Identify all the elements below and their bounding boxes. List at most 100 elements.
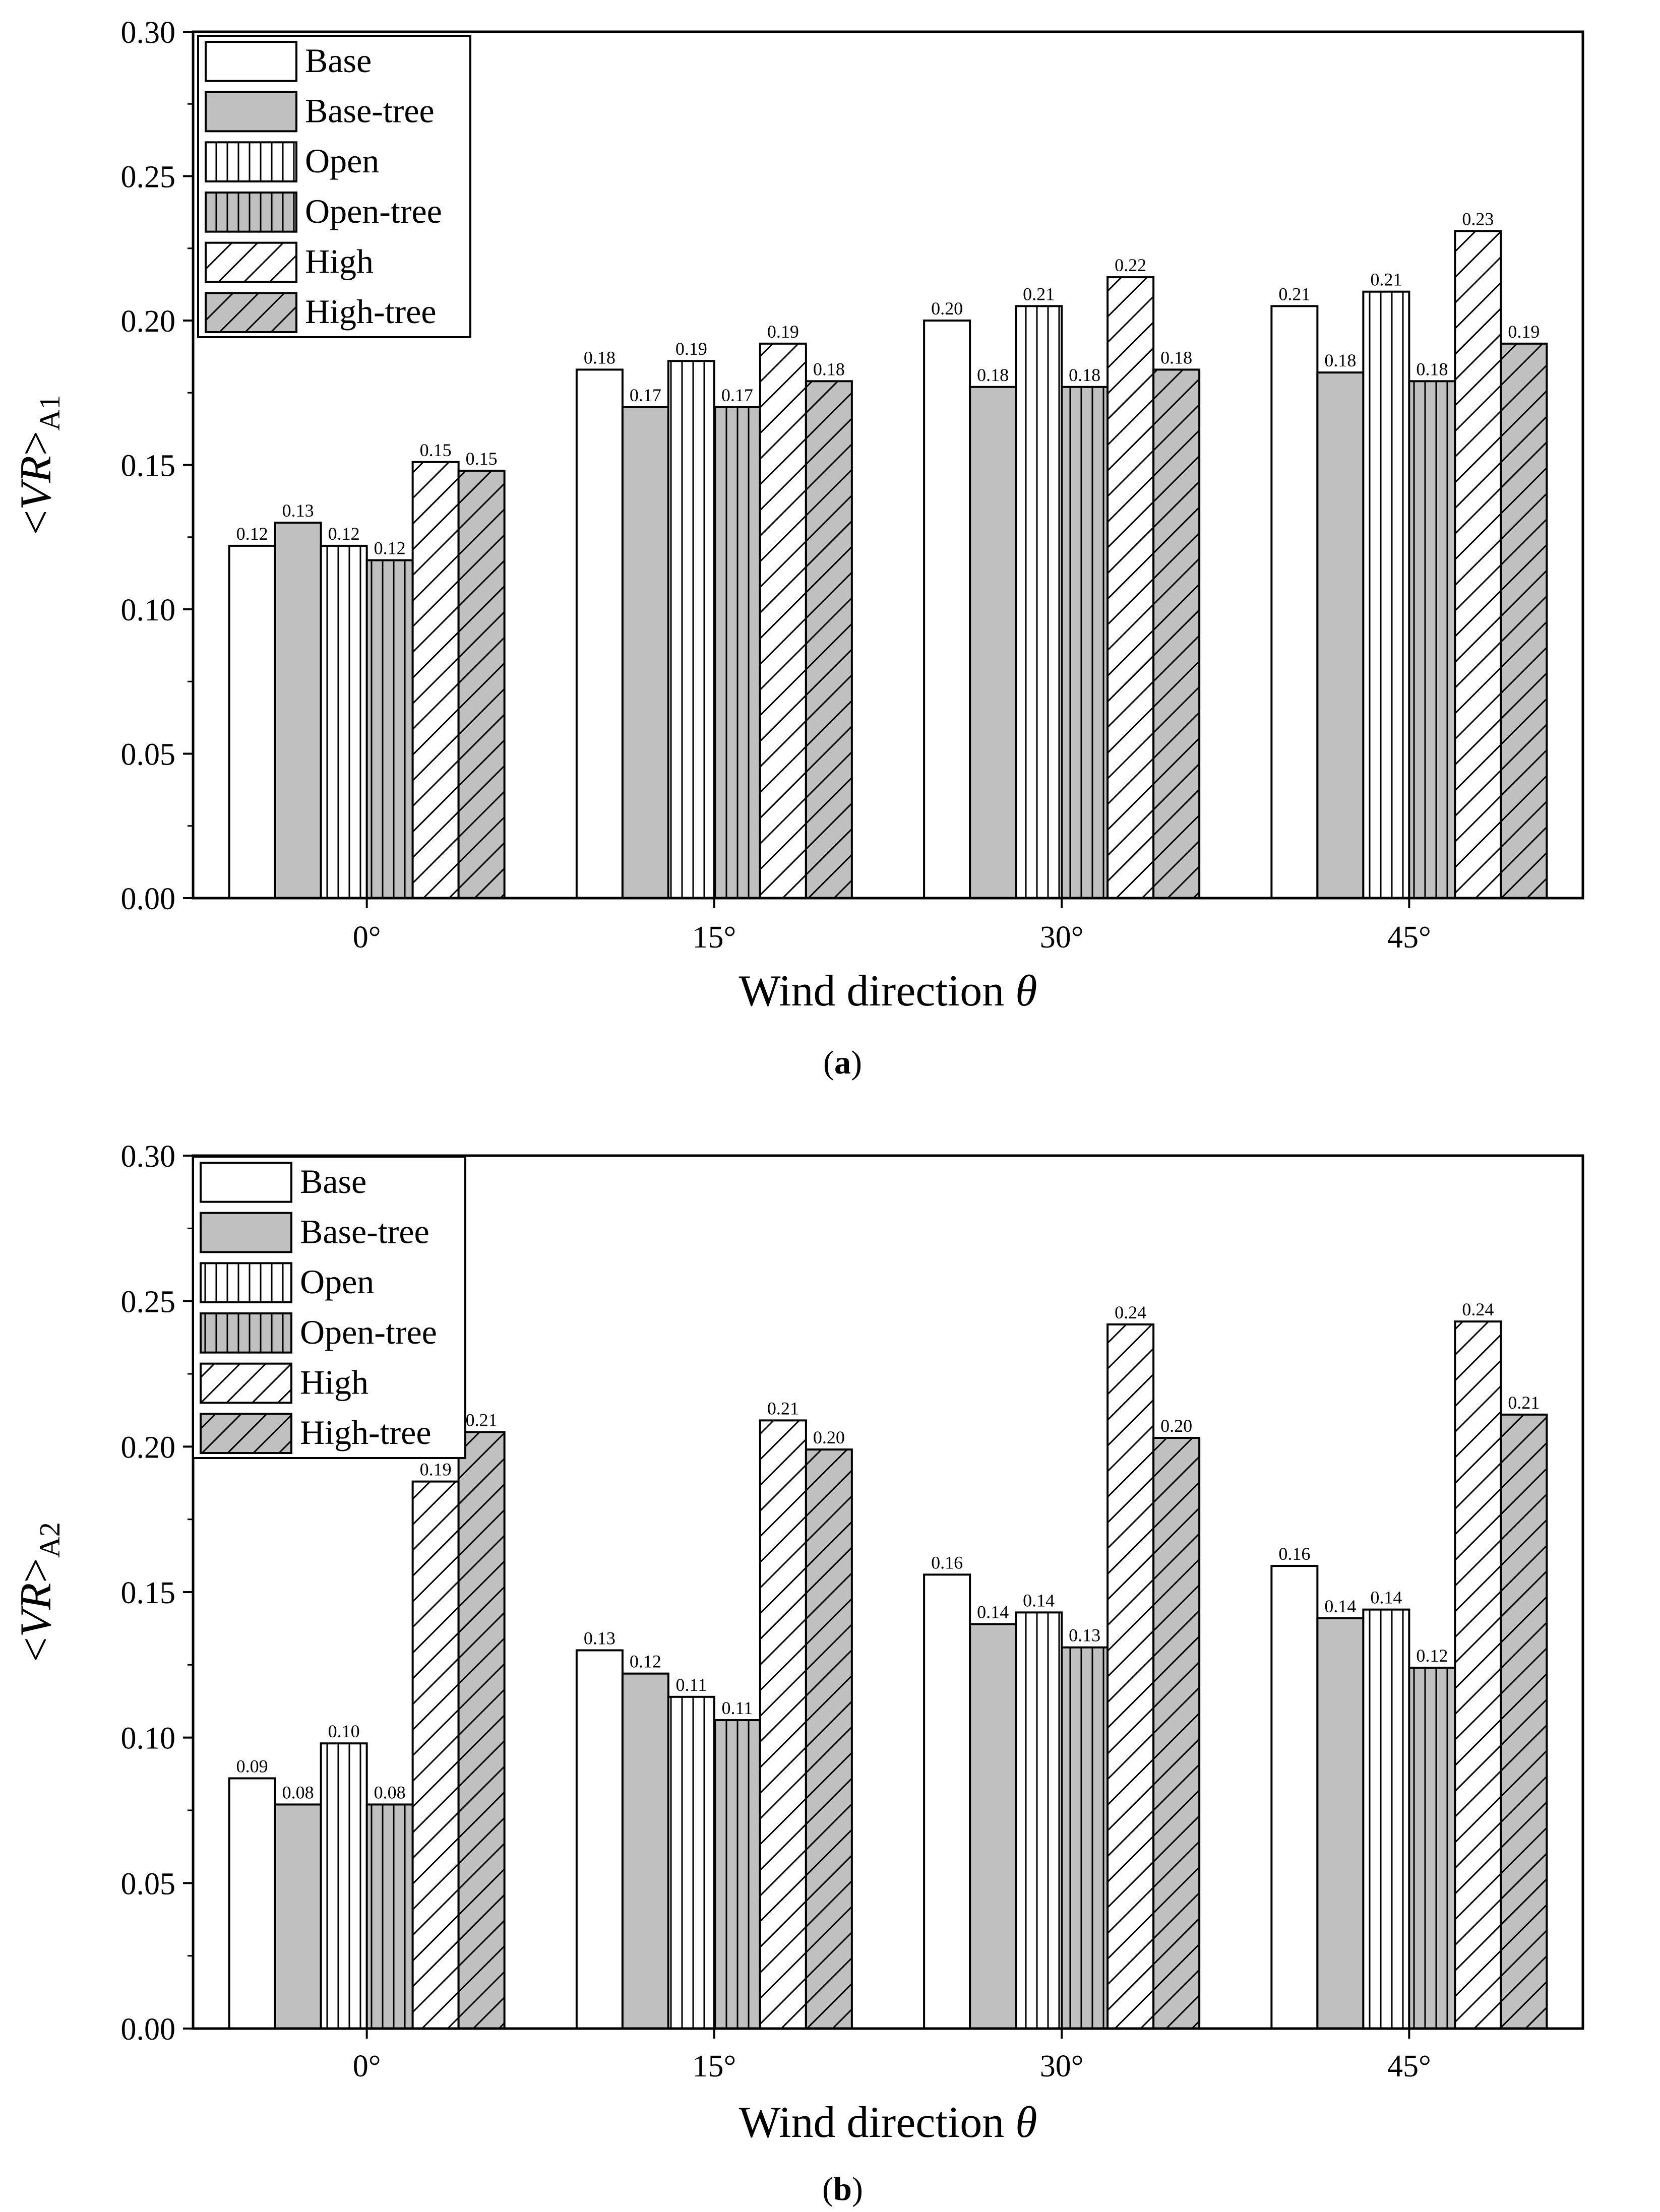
- y-tick-label: 0.05: [121, 1867, 176, 1901]
- x-axis-symbol: θ: [1015, 967, 1037, 1016]
- x-tick-label: 0°: [353, 920, 381, 955]
- legend-swatch: [200, 1362, 292, 1404]
- bar-base-0: [228, 544, 276, 899]
- x-tick-label: 45°: [1387, 920, 1431, 955]
- data-label: 0.21: [767, 1398, 799, 1418]
- legend-label: Open-tree: [305, 192, 442, 230]
- legend-label: Base: [305, 41, 372, 80]
- bar-high-tree-0: [457, 1431, 506, 2030]
- data-label: 0.18: [813, 359, 845, 379]
- bar-high-tree-3: [1500, 342, 1548, 900]
- caption-letter: a: [834, 1044, 851, 1081]
- data-label: 0.12: [328, 524, 360, 544]
- bar-base-tree-3: [1316, 371, 1365, 899]
- bar-open-0: [320, 544, 368, 899]
- bar-open-tree-2: [1061, 1646, 1109, 2030]
- data-label: 0.08: [374, 1782, 406, 1802]
- panel-caption: (b): [822, 2171, 863, 2207]
- bar-open-tree-2: [1061, 386, 1109, 899]
- y-axis-subscript: A2: [33, 1522, 66, 1558]
- legend: Base Base-tree Open Open-tree High High-tree: [197, 35, 471, 338]
- data-label: 0.18: [584, 347, 616, 367]
- data-label: 0.13: [1069, 1625, 1100, 1646]
- data-label: 0.14: [1023, 1590, 1055, 1610]
- bar-base-1: [575, 1649, 624, 2030]
- data-label: 0.20: [1160, 1416, 1192, 1436]
- bar-base-tree-1: [621, 1672, 669, 2030]
- bar-high-tree-2: [1152, 1437, 1201, 2030]
- data-label: 0.19: [1508, 322, 1540, 342]
- bar-open-tree-3: [1408, 1667, 1456, 2030]
- chart-panel-b: 0.09 0.13 0.16 0.16 0.08 0.12 0.14 0.14 0.10 0.11…: [12, 1140, 1584, 2207]
- legend-swatch: [205, 141, 297, 183]
- y-tick-label: 0.25: [121, 1285, 176, 1319]
- data-label: 0.21: [1023, 284, 1055, 304]
- data-label: 0.11: [676, 1675, 707, 1695]
- panel-caption: (a): [823, 1044, 862, 1081]
- data-label: 0.21: [1508, 1393, 1540, 1413]
- data-label: 0.15: [466, 449, 498, 469]
- y-axis-open: <: [12, 510, 60, 535]
- bar-base-3: [1270, 1565, 1319, 2030]
- y-tick-label: 0.00: [121, 882, 176, 916]
- data-label: 0.12: [374, 538, 406, 558]
- bar-high-3: [1454, 230, 1502, 899]
- data-label: 0.12: [630, 1652, 661, 1672]
- data-label: 0.22: [1115, 255, 1146, 275]
- x-axis-title-text: Wind direction: [739, 2098, 1016, 2147]
- bar-base-tree-1: [621, 406, 669, 899]
- bar-high-0: [411, 1480, 460, 2030]
- legend: Base Base-tree Open Open-tree High High-tree: [192, 1156, 466, 1459]
- bar-open-3: [1362, 1608, 1410, 2030]
- y-tick-label: 0.15: [121, 449, 176, 483]
- bar-open-2: [1015, 1611, 1063, 2030]
- legend-swatch: [200, 1413, 292, 1454]
- bar-open-2: [1015, 305, 1063, 899]
- legend-label: High-tree: [300, 1413, 432, 1451]
- bar-base-tree-3: [1316, 1617, 1365, 2030]
- data-label: 0.15: [420, 440, 452, 460]
- legend-label: Base: [300, 1162, 366, 1200]
- data-label: 0.16: [931, 1552, 963, 1572]
- legend-box: [192, 1156, 466, 1459]
- legend-swatch: [205, 41, 297, 82]
- legend-swatch: [205, 241, 297, 283]
- x-tick-label: 30°: [1040, 2049, 1084, 2083]
- bar-base-tree-0: [274, 522, 322, 899]
- data-label: 0.16: [1278, 1544, 1310, 1564]
- data-label: 0.17: [630, 385, 661, 405]
- y-axis-vr: VR: [12, 456, 60, 510]
- data-label: 0.20: [813, 1427, 845, 1447]
- x-tick-label: 15°: [692, 2049, 736, 2083]
- bar-base-tree-0: [274, 1803, 322, 2030]
- bar-base-tree-2: [969, 386, 1017, 899]
- legend-label: Base-tree: [300, 1213, 429, 1251]
- data-label: 0.10: [328, 1721, 360, 1741]
- data-label: 0.18: [1324, 350, 1356, 370]
- data-label: 0.08: [282, 1782, 314, 1802]
- legend-label: Open-tree: [300, 1313, 437, 1351]
- y-tick-label: 0.20: [121, 304, 176, 339]
- bar-high-2: [1106, 276, 1155, 899]
- data-label: 0.11: [722, 1698, 753, 1718]
- y-tick-label: 0.05: [121, 738, 176, 772]
- bar-base-0: [228, 1777, 276, 2030]
- bar-high-0: [411, 461, 460, 899]
- bar-high-tree-1: [805, 380, 853, 900]
- data-label: 0.20: [931, 298, 963, 319]
- bar-open-tree-1: [713, 406, 761, 899]
- legend-box: [197, 35, 471, 338]
- bar-open-tree-0: [365, 1803, 414, 2030]
- bar-open-tree-3: [1408, 380, 1456, 900]
- data-label: 0.12: [236, 524, 268, 544]
- data-label: 0.09: [236, 1756, 268, 1776]
- bar-high-tree-0: [457, 469, 506, 899]
- data-label: 0.14: [977, 1602, 1009, 1622]
- data-label: 0.19: [420, 1460, 452, 1480]
- y-axis-vr: VR: [12, 1583, 60, 1637]
- data-label: 0.12: [1416, 1646, 1448, 1666]
- data-label: 0.13: [282, 500, 314, 521]
- legend-swatch: [205, 91, 297, 133]
- bar-high-tree-1: [805, 1448, 853, 2030]
- bar-base-3: [1270, 305, 1319, 899]
